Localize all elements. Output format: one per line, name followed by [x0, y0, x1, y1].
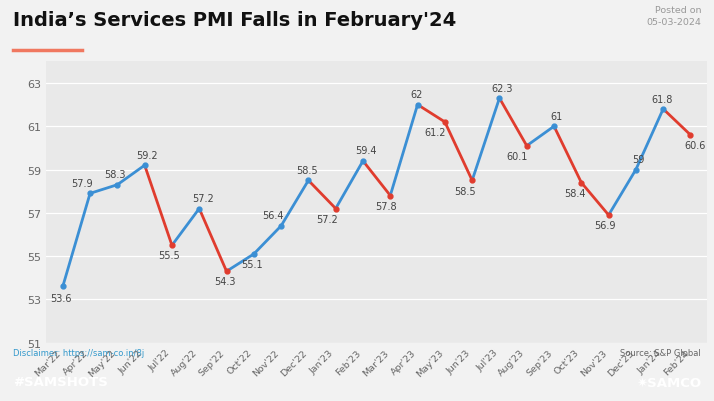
Text: 58.5: 58.5 [455, 186, 476, 196]
Text: 60.1: 60.1 [506, 152, 528, 162]
Text: 54.3: 54.3 [214, 277, 236, 287]
Text: 56.4: 56.4 [262, 211, 283, 221]
Text: 59.2: 59.2 [136, 150, 159, 160]
Text: 58.4: 58.4 [564, 188, 585, 198]
Text: 57.2: 57.2 [193, 194, 214, 204]
Text: 61: 61 [550, 111, 563, 122]
Text: 59.4: 59.4 [355, 146, 376, 156]
Text: 53.6: 53.6 [51, 293, 72, 303]
Text: India’s Services PMI Falls in February'24: India’s Services PMI Falls in February'2… [13, 11, 456, 30]
Text: ✷SAMCO: ✷SAMCO [636, 375, 701, 389]
Text: 55.5: 55.5 [159, 251, 180, 261]
Text: 60.6: 60.6 [684, 141, 705, 151]
Text: #SAMSHOTS: #SAMSHOTS [13, 375, 108, 389]
Text: 62: 62 [410, 90, 423, 100]
Text: Source: S&P Global: Source: S&P Global [620, 348, 701, 357]
Text: 57.8: 57.8 [376, 201, 397, 211]
Text: 58.5: 58.5 [296, 166, 318, 176]
Text: 61.2: 61.2 [425, 128, 446, 138]
Text: Disclaimer: https://sam-co.in/8j: Disclaimer: https://sam-co.in/8j [13, 348, 144, 357]
Text: 55.1: 55.1 [241, 259, 263, 269]
Text: 62.3: 62.3 [491, 83, 513, 93]
Text: 61.8: 61.8 [651, 94, 673, 104]
Text: 57.2: 57.2 [316, 214, 338, 224]
Text: 57.9: 57.9 [71, 178, 93, 188]
Text: Posted on
05-03-2024: Posted on 05-03-2024 [646, 6, 701, 27]
Text: 59: 59 [633, 155, 645, 165]
Text: 56.9: 56.9 [594, 221, 615, 231]
Text: 58.3: 58.3 [104, 170, 126, 180]
